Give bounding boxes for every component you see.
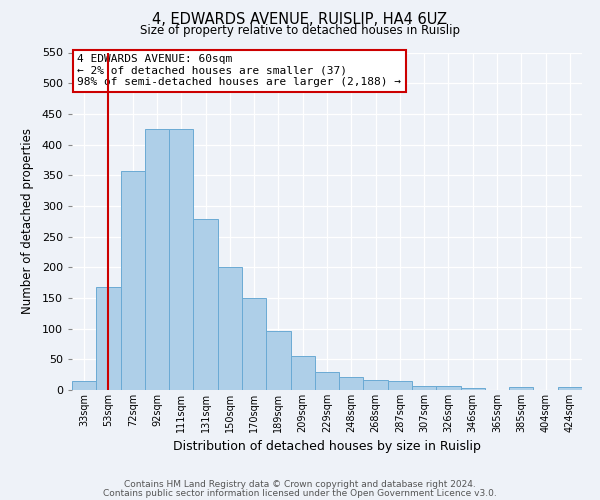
Bar (72, 381, 96, 390)
Bar (96, 287, 121, 390)
Bar (193, 220, 218, 390)
Bar (461, 388, 485, 390)
Bar (339, 376, 364, 390)
X-axis label: Distribution of detached houses by size in Ruislip: Distribution of detached houses by size … (173, 440, 481, 454)
Bar (315, 372, 339, 390)
Text: 4 EDWARDS AVENUE: 60sqm
← 2% of detached houses are smaller (37)
98% of semi-det: 4 EDWARDS AVENUE: 60sqm ← 2% of detached… (77, 54, 401, 88)
Bar (242, 298, 266, 390)
Bar (558, 387, 582, 390)
Text: Size of property relative to detached houses in Ruislip: Size of property relative to detached ho… (140, 24, 460, 37)
Bar (169, 129, 193, 390)
Bar (218, 268, 242, 390)
Bar (388, 381, 412, 390)
Bar (509, 387, 533, 390)
Text: Contains HM Land Registry data © Crown copyright and database right 2024.: Contains HM Land Registry data © Crown c… (124, 480, 476, 489)
Bar (121, 171, 145, 390)
Y-axis label: Number of detached properties: Number of detached properties (20, 128, 34, 314)
Text: Contains public sector information licensed under the Open Government Licence v3: Contains public sector information licen… (103, 489, 497, 498)
Bar (266, 331, 290, 390)
Bar (145, 129, 169, 390)
Bar (412, 386, 436, 390)
Text: 4, EDWARDS AVENUE, RUISLIP, HA4 6UZ: 4, EDWARDS AVENUE, RUISLIP, HA4 6UZ (152, 12, 448, 28)
Bar (290, 356, 315, 390)
Bar (436, 386, 461, 390)
Bar (364, 380, 388, 390)
